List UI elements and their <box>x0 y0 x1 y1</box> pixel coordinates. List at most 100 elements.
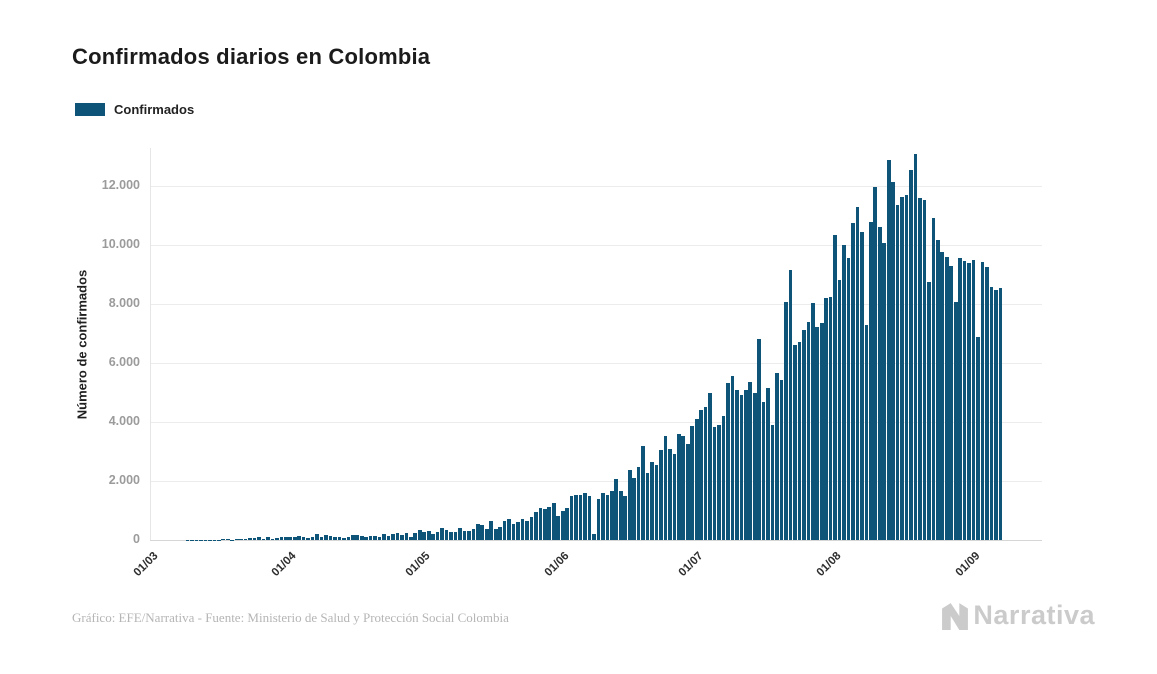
bar[interactable] <box>279 537 284 540</box>
bar[interactable] <box>243 539 248 540</box>
bar[interactable] <box>886 160 891 540</box>
bar[interactable] <box>752 392 757 540</box>
bar[interactable] <box>462 531 467 540</box>
bar[interactable] <box>364 536 369 540</box>
bar[interactable] <box>940 251 945 540</box>
bar[interactable] <box>869 221 873 540</box>
bar[interactable] <box>480 525 485 540</box>
bar[interactable] <box>252 537 257 540</box>
bar[interactable] <box>413 532 418 540</box>
bar[interactable] <box>936 239 940 540</box>
bar[interactable] <box>833 234 837 540</box>
bar[interactable] <box>373 536 377 540</box>
bar[interactable] <box>516 522 520 540</box>
bar[interactable] <box>949 265 954 540</box>
bar[interactable] <box>422 531 427 540</box>
bar[interactable] <box>257 537 261 540</box>
bar[interactable] <box>551 502 556 540</box>
bar[interactable] <box>476 524 480 540</box>
bar[interactable] <box>239 538 243 540</box>
bar[interactable] <box>735 390 739 540</box>
bar[interactable] <box>346 536 351 540</box>
bar[interactable] <box>431 533 436 540</box>
bar[interactable] <box>248 537 252 540</box>
bar[interactable] <box>592 533 596 540</box>
bar[interactable] <box>502 521 507 540</box>
bar[interactable] <box>614 478 619 540</box>
bar[interactable] <box>310 537 315 540</box>
bar[interactable] <box>703 407 708 540</box>
bar[interactable] <box>444 529 449 540</box>
bar[interactable] <box>944 256 949 540</box>
bar[interactable] <box>730 376 735 540</box>
bar[interactable] <box>971 259 976 540</box>
bar[interactable] <box>386 536 391 540</box>
bar[interactable] <box>962 261 967 540</box>
bar[interactable] <box>779 380 784 540</box>
bar[interactable] <box>301 537 306 540</box>
bar[interactable] <box>534 512 538 540</box>
bar[interactable] <box>788 270 793 540</box>
bar[interactable] <box>574 495 578 540</box>
bar[interactable] <box>927 281 931 540</box>
bar[interactable] <box>685 443 690 540</box>
bar[interactable] <box>275 537 279 540</box>
bar[interactable] <box>864 324 869 540</box>
bar[interactable] <box>828 296 833 540</box>
bar[interactable] <box>404 533 409 540</box>
bar[interactable] <box>681 435 686 540</box>
bar[interactable] <box>676 433 681 540</box>
bar[interactable] <box>596 498 601 540</box>
bar[interactable] <box>400 535 404 540</box>
bar[interactable] <box>525 520 529 540</box>
bar[interactable] <box>690 425 695 540</box>
bar[interactable] <box>315 534 319 540</box>
bar[interactable] <box>989 286 994 540</box>
bar[interactable] <box>458 528 462 540</box>
bar[interactable] <box>891 181 895 540</box>
bar[interactable] <box>565 507 569 540</box>
bar[interactable] <box>819 322 824 540</box>
bar[interactable] <box>650 461 654 540</box>
bar[interactable] <box>266 536 270 540</box>
bar[interactable] <box>663 435 668 540</box>
bar[interactable] <box>270 538 275 540</box>
bar[interactable] <box>368 536 373 540</box>
bar[interactable] <box>261 539 266 540</box>
bar[interactable] <box>283 536 288 540</box>
bar[interactable] <box>958 257 962 540</box>
bar[interactable] <box>994 289 998 540</box>
bar[interactable] <box>359 536 364 540</box>
bar[interactable] <box>225 538 230 540</box>
bar[interactable] <box>672 454 677 540</box>
bar[interactable] <box>529 516 534 540</box>
bar[interactable] <box>234 538 239 540</box>
bar[interactable] <box>578 495 583 540</box>
bar[interactable] <box>766 388 770 540</box>
bar[interactable] <box>980 261 985 540</box>
bar[interactable] <box>953 301 958 540</box>
bar[interactable] <box>292 536 297 540</box>
bar[interactable] <box>467 530 471 540</box>
bar[interactable] <box>636 466 641 540</box>
bar[interactable] <box>560 511 565 540</box>
bar[interactable] <box>569 496 574 540</box>
bar[interactable] <box>333 536 337 540</box>
bar[interactable] <box>453 531 458 540</box>
bar[interactable] <box>426 530 431 540</box>
bar[interactable] <box>931 218 936 540</box>
bar[interactable] <box>717 424 721 540</box>
bar[interactable] <box>288 536 293 540</box>
bar[interactable] <box>583 492 587 540</box>
bar[interactable] <box>645 473 650 540</box>
bar[interactable] <box>601 492 605 540</box>
bar[interactable] <box>877 226 882 540</box>
bar[interactable] <box>708 392 712 540</box>
bar[interactable] <box>350 534 355 540</box>
bar[interactable] <box>775 373 779 540</box>
bar[interactable] <box>851 222 855 540</box>
bar[interactable] <box>391 534 395 540</box>
bar[interactable] <box>815 327 820 540</box>
bar[interactable] <box>632 477 636 540</box>
bar[interactable] <box>377 537 382 540</box>
